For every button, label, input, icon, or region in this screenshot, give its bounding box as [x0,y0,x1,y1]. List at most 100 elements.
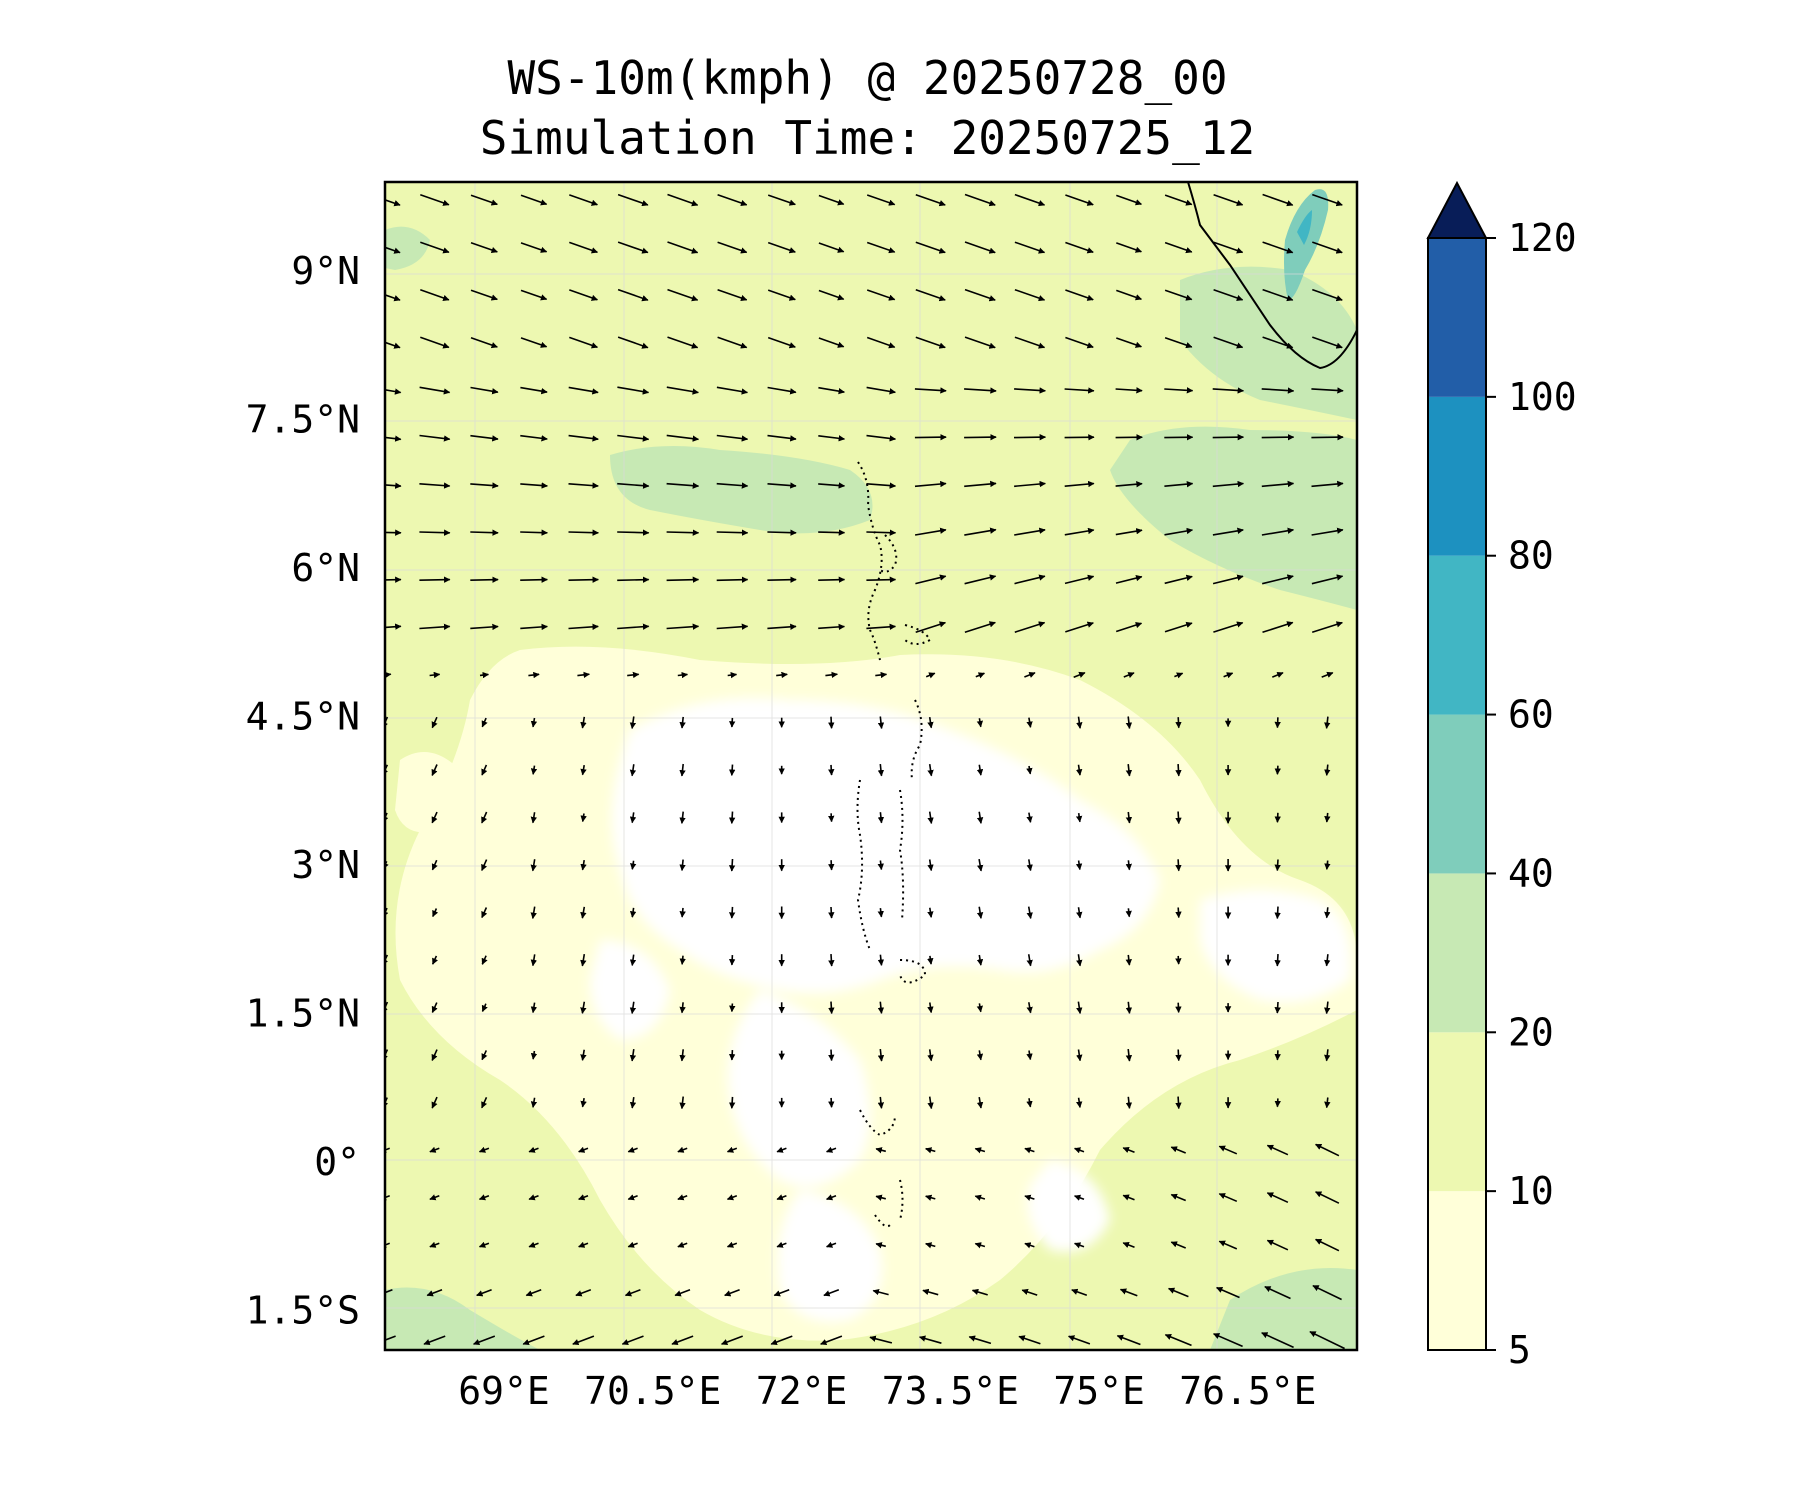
wind-arrow [1262,336,1294,349]
wind-arrow [1315,1143,1340,1157]
wind-arrow [826,1146,837,1153]
wind-arrow [1274,1050,1281,1061]
wind-arrow [1175,907,1182,919]
wind-arrow [927,859,934,872]
wind-arrow [429,671,441,679]
wind-arrow [578,1194,589,1201]
wind-arrow [1014,621,1046,633]
wind-arrow [1026,1098,1033,1108]
wind-arrow [520,434,548,442]
wind-arrow [1122,1146,1135,1153]
wind-arrow [385,341,401,349]
wind-arrow [1311,387,1344,394]
wind-arrow [429,1146,440,1153]
wind-arrow [877,1049,885,1062]
wind-arrow [1115,622,1143,633]
wind-arrow [1175,955,1182,965]
wind-arrow [914,387,947,394]
wind-arrow [1014,241,1046,254]
wind-arrow [964,336,996,349]
wind-arrow [1321,671,1334,678]
wind-arrow [1218,1145,1238,1155]
wind-arrow [1116,337,1143,348]
wind-arrow [530,812,537,824]
wind-arrow [1064,387,1095,394]
wind-arrow [1018,1335,1041,1345]
wind-arrow [974,1242,986,1249]
wind-arrow [728,811,736,824]
lat-tick-label: 9°N [291,249,360,293]
wind-arrow [1324,954,1331,967]
wind-arrow [964,621,996,634]
wind-arrow [1311,621,1343,634]
wind-arrow [1175,717,1182,729]
wind-arrow [1014,387,1046,394]
wind-arrow [476,1289,492,1297]
wind-arrow [1311,480,1344,488]
wind-arrow [1164,1334,1192,1347]
strong-speed-regions-40-80 [1284,189,1329,300]
wind-arrow [726,1241,738,1248]
wind-arrow [470,386,499,395]
wind-arrow [728,955,736,966]
wind-arrow [724,1289,740,1297]
wind-arrow [520,576,548,583]
wind-arrow [1065,336,1094,349]
wind-arrow [520,194,548,206]
wind-arrow [478,1241,490,1248]
wind-arrow [866,336,896,349]
wind-arrow [1164,336,1193,349]
wind-arrow [976,858,984,872]
wind-arrow [470,482,499,489]
wind-arrow [431,1049,438,1061]
wind-arrow [875,1147,886,1154]
wind-arrow [1164,527,1194,536]
wind-arrow [1311,433,1344,441]
wind-arrow [1076,764,1083,776]
wind-arrow [385,1335,396,1341]
wind-arrow [385,671,392,679]
wind-arrow [818,337,845,348]
wind-arrow [473,1335,496,1346]
wind-arrow [431,716,438,729]
colorbar-segment [1428,396,1486,556]
wind-arrow [530,859,537,872]
wind-arrow [431,859,438,871]
wind-arrow [776,1241,787,1248]
wind-arrow [568,434,599,442]
wind-arrow [481,717,488,728]
wind-arrow [1170,1241,1187,1249]
wind-arrow [716,434,749,442]
wind-arrow [385,812,389,823]
wind-arrow [481,764,488,776]
wind-arrow [1312,336,1343,349]
wind-arrow [976,718,984,728]
wind-arrow [617,529,650,536]
wind-arrow [1311,574,1344,585]
wind-arrow [1324,1097,1331,1109]
wind-arrow [629,764,637,777]
wind-arrow [869,1335,893,1344]
colorbar-tick-label: 5 [1508,1328,1531,1372]
wind-arrow [877,860,884,871]
wind-arrow [580,1001,587,1014]
wind-arrow [1125,716,1133,730]
colorbar-segment [1428,238,1486,397]
wind-arrow [525,1289,542,1297]
wind-arrow [773,1289,790,1297]
wind-arrow [578,1146,589,1153]
lat-tick-label: 1.5°S [246,1288,360,1332]
wind-arrow [826,1241,837,1248]
wind-arrow [971,1288,988,1296]
wind-arrow [1125,1049,1133,1062]
wind-arrow [1125,764,1133,777]
wind-arrow [679,859,686,872]
wind-arrow [877,954,885,966]
wind-arrow [1125,1096,1133,1109]
wind-arrow [1274,1001,1281,1014]
wind-arrow [1262,574,1294,585]
wind-arrow [828,764,835,776]
wind-arrow [1125,954,1132,966]
latitude-tick-labels: 9°N 7.5°N 6°N 4.5°N 3°N 1.5°N 0° 1.5°S [246,249,360,1332]
wind-arrow [627,1241,638,1248]
